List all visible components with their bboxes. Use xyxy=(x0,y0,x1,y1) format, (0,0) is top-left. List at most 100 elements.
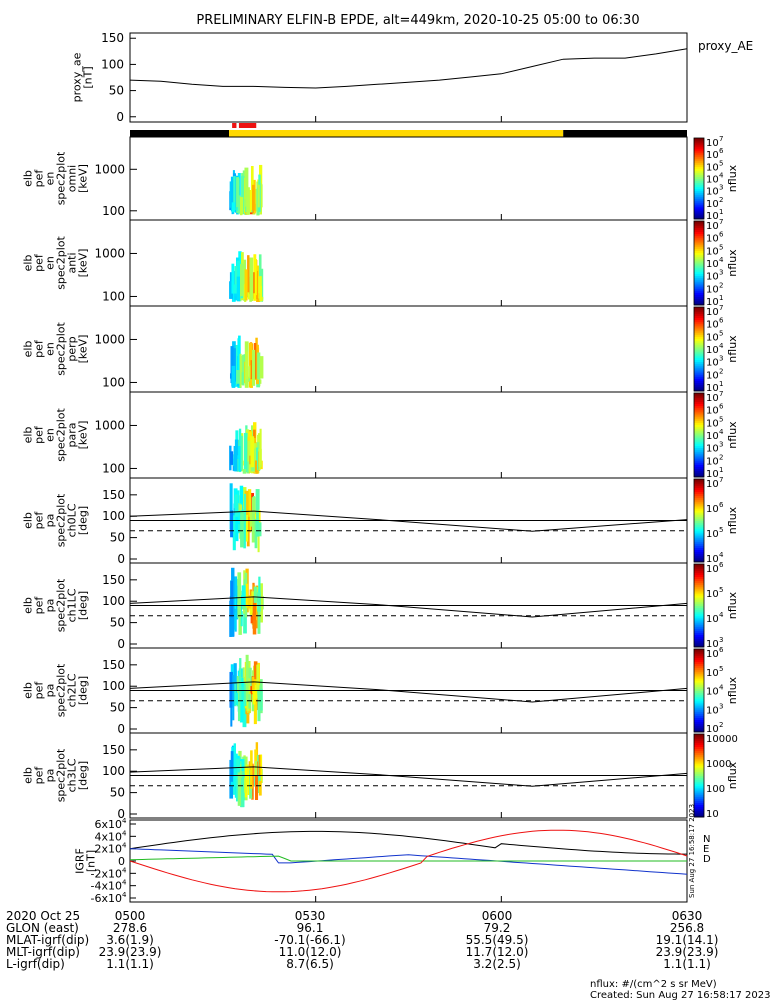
spec-panel-1-colorbar-tick: 10 xyxy=(706,150,719,161)
igrf-series-label-d: D xyxy=(703,854,711,865)
spec-panel-5-ylabel-line: [deg] xyxy=(77,506,90,535)
spec-panel-2-colorbar-cell xyxy=(694,235,704,239)
spec-panel-4-pixel xyxy=(240,435,243,470)
spec-panel-8-colorbar-cell xyxy=(694,810,704,814)
spec-panel-8-colorbar-cell xyxy=(694,787,704,791)
spec-panel-1-frame xyxy=(129,136,688,221)
spec-panel-4-ylabel-line: elb xyxy=(22,427,35,444)
spec-panel-4-ylabel-line: en xyxy=(44,428,57,442)
spec-panel-7-colorbar-cell xyxy=(694,678,704,681)
spec-panel-2-colorbar-tick: 10 xyxy=(706,234,719,245)
spec-panel-3-colorbar-tick: 10 xyxy=(706,332,719,343)
spec-panel-2-pixel xyxy=(258,276,262,294)
spec-panel-7-pixel xyxy=(229,671,233,708)
spec-panel-5-ylabel-line: pef xyxy=(33,511,46,530)
spec-panel-1-colorbar-cell xyxy=(694,194,704,198)
spec-panel-6-pixel xyxy=(255,609,259,629)
spec-panel-6-pixel xyxy=(233,596,236,609)
x-axis-cell: 256.8 xyxy=(670,921,704,935)
spec-panel-5-colorbar-cell xyxy=(694,483,704,486)
spec-panel-8-ylabel-line: ch3LC xyxy=(66,758,79,792)
spec-panel-1-colorbar-cell xyxy=(694,214,704,218)
spec-panel-8-ytick-label: 50 xyxy=(110,786,125,800)
spec-panel-4-colorbar-tick-exp: 3 xyxy=(719,441,723,449)
spec-panel-7-colorbar-cell xyxy=(694,694,704,698)
spec-panel-7-pixel xyxy=(235,692,239,706)
spec-panel-2-colorbar-tick: 10 xyxy=(706,284,719,295)
spec-panel-6-pixel xyxy=(250,615,254,624)
spec-panel-2-colorbar-cell xyxy=(694,300,704,304)
spec-panel-7-colorbar-cell xyxy=(694,692,704,696)
spec-panel-5-colorbar-tick: 10 xyxy=(706,529,719,540)
spec-panel-6-colorbar-cell xyxy=(694,630,704,633)
spec-panel-3-colorbar-cell xyxy=(694,319,704,323)
spec-panel-3-ylabel-line: en xyxy=(44,342,57,356)
spec-panel-6-colorbar-tick-exp: 3 xyxy=(719,636,723,644)
spec-panel-4-colorbar-cell xyxy=(694,441,704,444)
spec-panel-2-colorbar-label: nflux xyxy=(726,249,739,277)
spec-panel-1-ytick-label: 100 xyxy=(102,204,125,218)
spec-panel-6-colorbar-cell xyxy=(694,605,704,609)
spec-panel-5-colorbar-cell xyxy=(694,497,704,501)
spec-panel-6-ylabel-line: pef xyxy=(33,596,46,615)
spec-panel-3-colorbar-tick-exp: 3 xyxy=(719,355,723,363)
spec-panel-4-colorbar-tick: 10 xyxy=(706,469,719,480)
spec-panel-5-pixel xyxy=(244,490,249,531)
spec-panel-6-colorbar-cell xyxy=(694,638,704,642)
spec-panel-6-ylabel-line: pa xyxy=(44,599,57,613)
igrf-ytick-exp: 4 xyxy=(122,879,127,887)
spec-panel-6-colorbar-cell xyxy=(694,642,704,646)
spec-panel-1-colorbar-tick-exp: 5 xyxy=(719,159,723,167)
spec-panel-2-frame xyxy=(129,219,688,307)
spec-panel-3-pixel xyxy=(250,360,254,380)
spec-panel-7-pixel xyxy=(252,676,255,694)
spec-panel-1-pixel xyxy=(254,188,258,212)
spec-panel-1-colorbar-cell xyxy=(694,198,704,202)
spec-panel-1-colorbar-cell xyxy=(694,182,704,186)
spec-panel-8-colorbar-cell xyxy=(694,806,704,810)
spec-panel-8-colorbar-cell xyxy=(694,794,704,797)
spec-panel-7-colorbar-cell xyxy=(694,713,704,716)
spec-panel-1-colorbar-cell xyxy=(694,200,704,204)
spec-panel-3-ylabel: elbpefenspec2plotperp[keV] xyxy=(22,322,90,376)
spec-panel-6-colorbar-cell xyxy=(694,578,704,582)
x-axis-cell: 19.1(14.1) xyxy=(656,933,719,947)
spec-panel-4-colorbar-cell xyxy=(694,416,704,419)
spec-panel-3-colorbar-cell xyxy=(694,332,704,335)
spec-panel-2-colorbar-cell xyxy=(694,263,704,266)
spec-panel-8-pixel xyxy=(256,781,261,793)
spec-panel-8-pixel xyxy=(232,783,236,795)
spec-panel-4-colorbar-cell xyxy=(694,428,704,432)
spec-panel-4-colorbar-cell xyxy=(694,439,704,442)
spec-panel-5-pixel xyxy=(251,497,256,543)
x-axis-row-label: MLAT-igrf(dip) xyxy=(6,933,89,947)
spec-panel-5-colorbar-cell xyxy=(694,549,704,553)
spec-panel-5-colorbar-frame xyxy=(693,478,705,563)
spec-panel-6-colorbar-tick: 10 xyxy=(706,564,719,575)
spec-panel-3-pixel xyxy=(236,370,240,384)
spec-panel-6-ylabel-line: spec2plot xyxy=(55,578,68,632)
spec-panel-8-colorbar-tick: 10 xyxy=(706,809,719,820)
spec-panel-3-pixel xyxy=(255,337,258,380)
spec-panel-8-colorbar-cell xyxy=(694,796,704,799)
spec-panel-7-colorbar-tick: 10 xyxy=(706,668,719,679)
spec-panel-3-colorbar-cell xyxy=(694,311,704,314)
spec-panel-5-pixel xyxy=(234,496,239,538)
spec-panel-6-ylabel-line: elb xyxy=(22,597,35,614)
spec-panel-3-ytick-label: 1000 xyxy=(94,332,125,346)
spec-panel-6-colorbar-cell xyxy=(694,622,704,625)
spec-panel-6-colorbar-cell xyxy=(694,593,704,596)
spec-panel-8-pixel xyxy=(255,761,259,801)
spec-panel-4-frame xyxy=(129,391,688,479)
spec-panel-8-colorbar-cell xyxy=(694,800,704,803)
spec-panel-6-colorbar-cell xyxy=(694,628,704,631)
spec-panel-2-colorbar-cell xyxy=(694,221,704,224)
spec-panel-7-ylabel: elbpefpaspec2plotch2LC[deg] xyxy=(22,663,90,717)
spec-panel-5-colorbar-tick: 10 xyxy=(706,554,719,565)
spec-panel-1-ylabel-line: pef xyxy=(33,169,46,188)
spec-panel-2-colorbar-tick-exp: 1 xyxy=(719,294,723,302)
spec-panel-5-pixel xyxy=(239,504,243,511)
spec-panel-8-ylabel-line: spec2plot xyxy=(55,748,68,802)
spec-panel-2-pixel xyxy=(253,254,257,301)
spec-panel-8-ylabel-line: elb xyxy=(22,767,35,784)
